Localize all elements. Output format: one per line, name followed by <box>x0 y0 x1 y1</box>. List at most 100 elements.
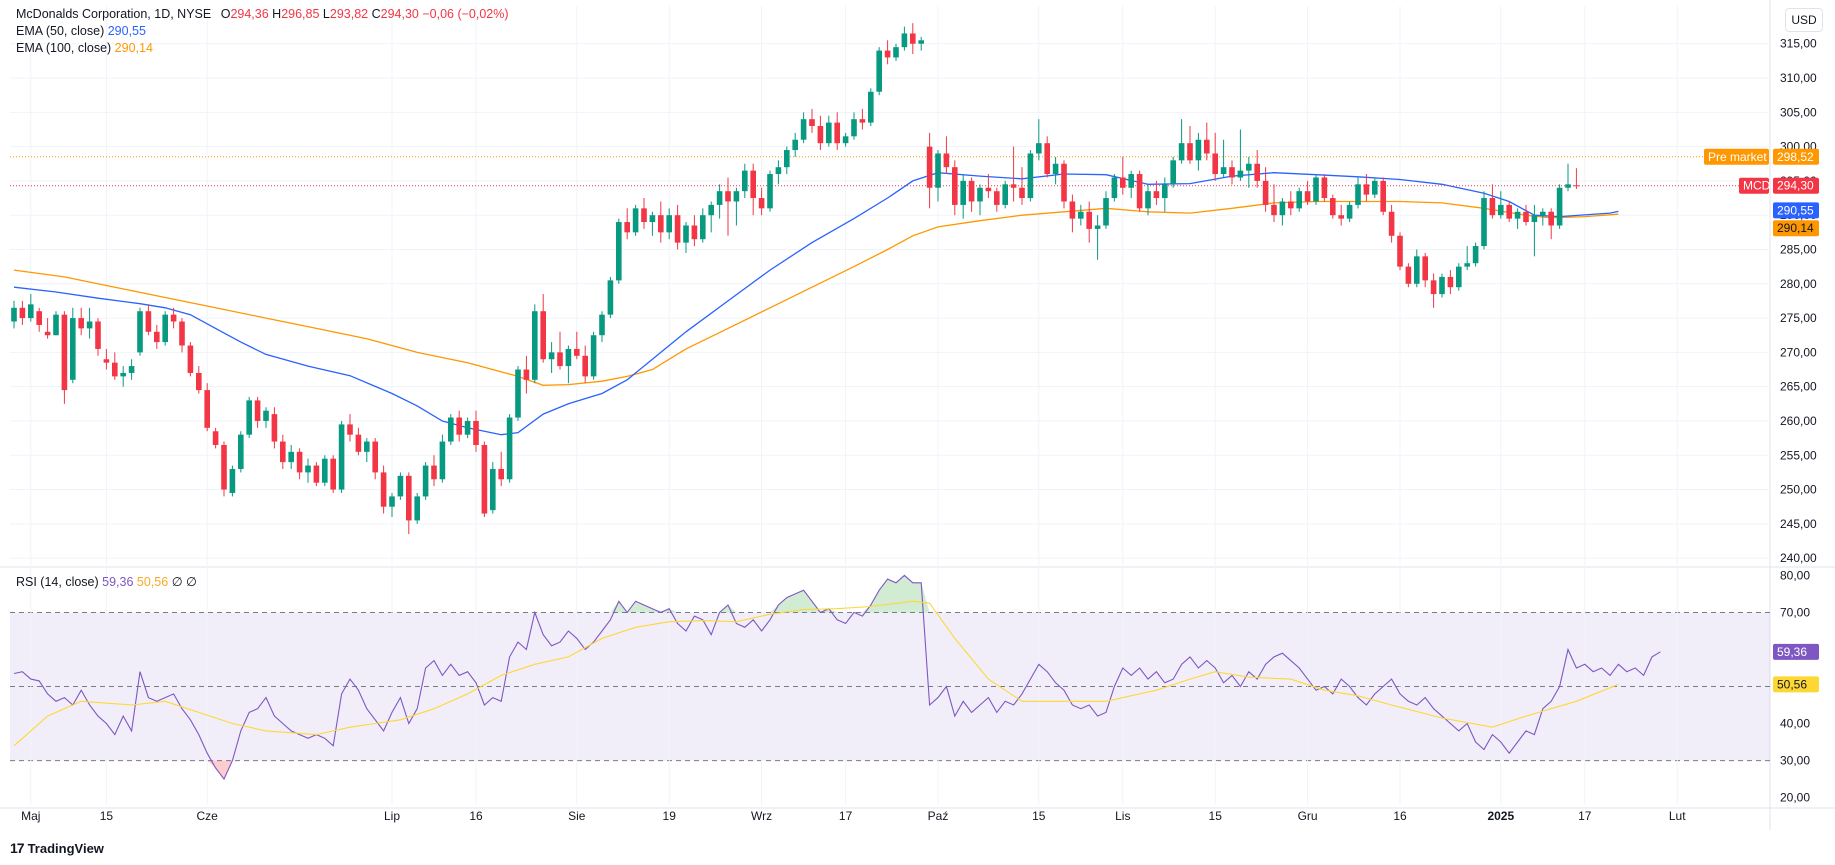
candle-up <box>935 153 941 188</box>
candle-up <box>800 119 807 140</box>
candle-up <box>1355 184 1361 205</box>
candle-up <box>1313 177 1319 202</box>
ema50-badge: 290,55 <box>1777 203 1814 217</box>
candle-up <box>607 280 614 315</box>
candle-up <box>532 311 538 380</box>
candle-down <box>582 355 588 377</box>
ema100-line <box>13 200 1619 386</box>
rsi-badge: 59,36 <box>1777 645 1807 659</box>
ema100-legend[interactable]: EMA (100, close) 290,14 <box>16 40 153 57</box>
tradingview-brand[interactable]: 17 TradingView <box>10 840 104 856</box>
ema50-legend[interactable]: EMA (50, close) 290,55 <box>16 23 146 40</box>
candle-up <box>1498 204 1504 216</box>
candle-up <box>1439 276 1445 295</box>
candle-up <box>792 139 798 151</box>
time-axis[interactable]: Maj 15 Cze Lip 16 Sie 19 Wrz 17 Paź 15 Lis 15 Gru 16 20… <box>21 809 1686 823</box>
candle-down <box>498 468 504 480</box>
candle-up <box>784 150 790 168</box>
candle-down <box>221 444 227 490</box>
candle-down <box>943 153 950 168</box>
candle-down <box>170 314 177 322</box>
close-label: C <box>371 7 381 21</box>
candle-down <box>926 146 933 188</box>
candle-down <box>1304 191 1311 202</box>
symbol-title[interactable]: McDonalds Corporation, 1D, NYSE <box>16 7 212 21</box>
rsi-tick-label: 30,00 <box>1780 754 1810 768</box>
rsi-ma-badge-bg <box>1773 676 1819 693</box>
candle-down <box>1380 180 1386 212</box>
symbol-badge-bg <box>1739 177 1769 194</box>
candle-up <box>742 170 748 192</box>
candle-down <box>1271 204 1277 216</box>
candle-down <box>1573 185 1580 187</box>
candle-up <box>1456 266 1462 288</box>
candle-down <box>1212 153 1218 175</box>
candle-up <box>448 417 454 442</box>
candle-up <box>767 174 773 209</box>
candle-up <box>1372 180 1378 195</box>
candle-down <box>1548 211 1554 226</box>
time-tick-label: Cze <box>197 809 219 823</box>
candle-up <box>397 475 404 497</box>
rsi-tick-label: 80,00 <box>1780 568 1810 582</box>
candle-up <box>490 468 496 511</box>
rsi-legend-extra: ∅ ∅ <box>171 575 197 589</box>
candle-down <box>473 420 479 445</box>
candle-up <box>1296 191 1302 209</box>
candle-down <box>1489 198 1496 216</box>
candle-up <box>1094 225 1101 229</box>
candle-up <box>1111 177 1118 199</box>
candle-down <box>952 167 958 205</box>
symbol-legend[interactable]: McDonalds Corporation, 1D, NYSE O294,36 … <box>16 6 509 23</box>
rsi-badge-bg <box>1773 643 1819 660</box>
candle-up <box>1170 160 1176 185</box>
candle-up <box>775 167 782 175</box>
ema100-legend-label: EMA (100, close) <box>16 41 112 55</box>
candle-up <box>288 451 294 463</box>
candle-down <box>1187 143 1193 161</box>
currency-button[interactable]: USD <box>1785 8 1823 32</box>
high-label: H <box>272 7 282 21</box>
time-tick-label: Sie <box>568 809 586 823</box>
price-pane[interactable] <box>0 0 1835 830</box>
rsi-ma-badge: 50,56 <box>1777 677 1807 691</box>
candle-up <box>137 311 143 353</box>
price-tick-label: 305,00 <box>1780 105 1817 119</box>
time-tick-label: 15 <box>1209 809 1223 823</box>
rsi-line <box>13 574 1661 781</box>
time-tick-label: Wrz <box>751 809 772 823</box>
time-tick-label: Lut <box>1669 809 1686 823</box>
candle-up <box>1346 204 1353 219</box>
candle-up <box>1565 184 1571 188</box>
candle-down <box>658 215 664 233</box>
last-price-badge-bg <box>1773 177 1819 194</box>
candle-up <box>826 122 832 144</box>
rsi-pane[interactable] <box>10 611 1770 762</box>
candle-down <box>19 307 26 319</box>
candle-down <box>523 369 530 380</box>
candle-down <box>145 311 152 332</box>
candle-down <box>254 400 261 421</box>
rsi-legend[interactable]: RSI (14, close) 59,36 50,56 ∅ ∅ <box>16 574 197 591</box>
candle-down <box>994 191 1000 205</box>
candle-up <box>977 187 983 202</box>
candle-down <box>1422 256 1428 281</box>
candle-up <box>1036 143 1042 154</box>
candle-up <box>960 180 966 205</box>
low-label: L <box>322 7 330 21</box>
candle-up <box>1103 198 1109 226</box>
candle-up <box>1220 167 1227 175</box>
candle-down <box>1254 163 1260 181</box>
candle-up <box>1556 187 1563 226</box>
time-tick-label: Lis <box>1115 809 1130 823</box>
candle-up <box>162 314 168 343</box>
rsi-overbought-fill <box>610 601 628 613</box>
candle-up <box>1246 163 1252 171</box>
price-axis[interactable]: 315,00310,00305,00300,00295,00290,00285,… <box>1780 37 1817 565</box>
candle-up <box>1540 211 1546 216</box>
candle-down <box>1010 184 1017 188</box>
ema100-legend-value: 290,14 <box>114 41 153 55</box>
candle-up <box>918 40 924 44</box>
